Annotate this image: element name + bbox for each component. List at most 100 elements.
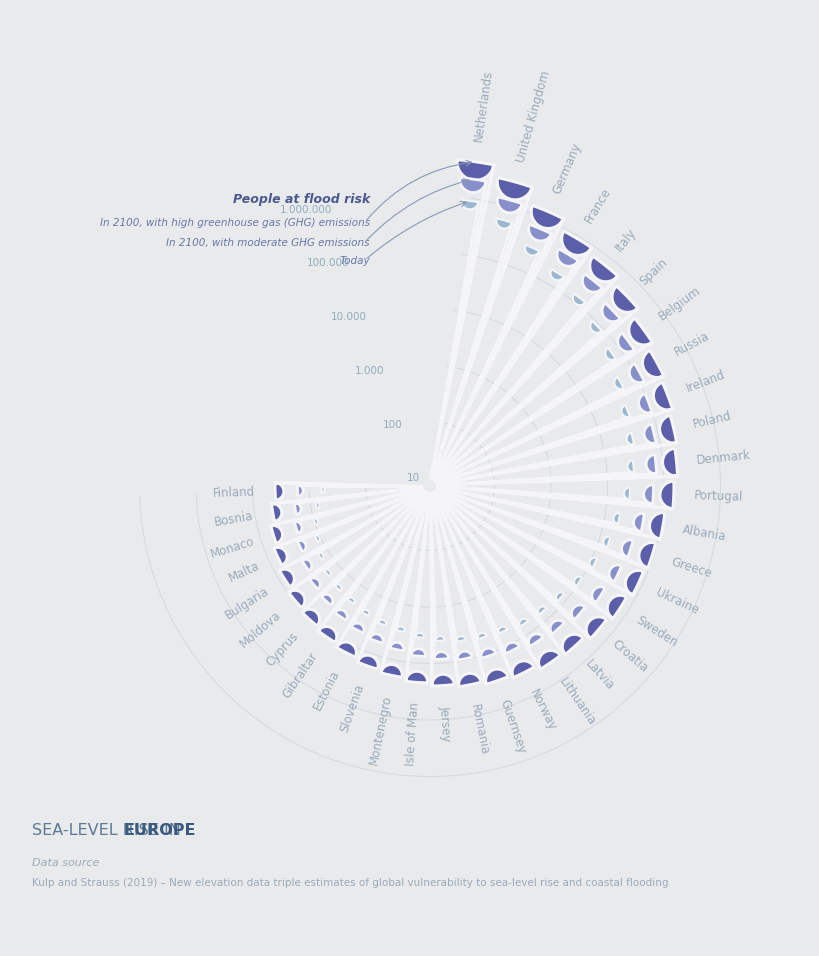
Polygon shape (431, 493, 472, 660)
Polygon shape (414, 494, 429, 638)
Polygon shape (434, 492, 543, 646)
Text: Albania: Albania (681, 523, 726, 543)
Text: Romania: Romania (467, 703, 490, 756)
Text: Lithuania: Lithuania (556, 675, 598, 728)
Polygon shape (437, 405, 629, 484)
Text: 1.000: 1.000 (355, 366, 384, 376)
Polygon shape (434, 491, 582, 655)
Polygon shape (288, 490, 423, 608)
Text: Latvia: Latvia (582, 657, 616, 692)
Text: Guernsey: Guernsey (497, 698, 527, 755)
Text: Germany: Germany (550, 141, 583, 196)
Polygon shape (434, 274, 602, 480)
Text: Italy: Italy (613, 226, 639, 254)
Text: Ukraine: Ukraine (653, 586, 699, 618)
Polygon shape (431, 494, 465, 641)
Polygon shape (351, 493, 426, 633)
Polygon shape (309, 490, 423, 590)
Polygon shape (435, 286, 637, 481)
Polygon shape (434, 293, 585, 480)
Polygon shape (436, 333, 634, 482)
Polygon shape (433, 231, 591, 479)
Text: Spain: Spain (636, 255, 669, 288)
Text: France: France (582, 185, 613, 226)
Polygon shape (437, 485, 653, 504)
Polygon shape (279, 489, 423, 587)
Polygon shape (396, 494, 428, 632)
Text: Monaco: Monaco (209, 534, 256, 560)
Text: Belgium: Belgium (655, 284, 702, 323)
Polygon shape (429, 494, 454, 686)
Text: Moldova: Moldova (238, 608, 283, 650)
Polygon shape (270, 488, 422, 544)
Text: Isle of Man: Isle of Man (404, 702, 421, 767)
Polygon shape (433, 249, 578, 479)
Polygon shape (357, 493, 428, 669)
Polygon shape (436, 491, 585, 619)
Polygon shape (318, 492, 425, 642)
Polygon shape (315, 488, 422, 509)
Polygon shape (432, 493, 534, 678)
Text: Slovenia: Slovenia (337, 683, 367, 734)
Polygon shape (431, 178, 532, 478)
Polygon shape (369, 493, 428, 643)
Text: 10: 10 (406, 473, 419, 484)
Text: EUROPE: EUROPE (124, 823, 197, 838)
Polygon shape (437, 460, 633, 486)
Text: Poland: Poland (691, 409, 732, 431)
Polygon shape (435, 490, 606, 639)
Polygon shape (313, 489, 422, 526)
Polygon shape (437, 454, 656, 486)
Text: Data source: Data source (32, 858, 99, 868)
Text: Cyprus: Cyprus (263, 630, 301, 669)
Polygon shape (432, 218, 512, 478)
Polygon shape (437, 489, 621, 582)
Polygon shape (430, 200, 477, 478)
Polygon shape (430, 160, 493, 478)
Text: In 2100, with moderate GHG emissions: In 2100, with moderate GHG emissions (166, 238, 369, 248)
Text: Kulp and Strauss (2019) – New elevation data triple estimates of global vulnerab: Kulp and Strauss (2019) – New elevation … (32, 878, 667, 888)
Polygon shape (321, 486, 422, 493)
Text: Bulgaria: Bulgaria (222, 584, 271, 621)
Text: Finland: Finland (212, 486, 255, 500)
Polygon shape (436, 489, 626, 619)
Polygon shape (436, 348, 615, 482)
Polygon shape (436, 490, 604, 603)
Polygon shape (321, 491, 424, 605)
Text: Jersey: Jersey (437, 706, 453, 742)
Polygon shape (437, 489, 609, 548)
Polygon shape (324, 491, 423, 576)
Polygon shape (436, 318, 652, 482)
Polygon shape (274, 489, 423, 565)
Polygon shape (437, 350, 663, 483)
Polygon shape (301, 491, 424, 626)
Polygon shape (271, 487, 422, 522)
Polygon shape (433, 493, 507, 634)
Polygon shape (336, 493, 426, 657)
Text: 100.000: 100.000 (307, 258, 349, 269)
Polygon shape (434, 256, 618, 480)
Polygon shape (297, 485, 422, 496)
Polygon shape (436, 490, 581, 586)
Text: 1.000.000: 1.000.000 (279, 205, 332, 215)
Polygon shape (435, 303, 620, 481)
Polygon shape (274, 483, 422, 500)
Polygon shape (433, 270, 563, 479)
Polygon shape (435, 491, 546, 615)
Polygon shape (435, 321, 601, 481)
Text: Russia: Russia (671, 330, 710, 359)
Text: People at flood risk: People at flood risk (233, 193, 369, 206)
Polygon shape (361, 493, 426, 616)
Polygon shape (437, 487, 664, 539)
Polygon shape (435, 491, 563, 634)
Polygon shape (334, 492, 425, 620)
Polygon shape (430, 494, 444, 641)
Text: In 2100, with high greenhouse gas (GHG) emissions: In 2100, with high greenhouse gas (GHG) … (100, 218, 369, 228)
Text: Greece: Greece (668, 555, 713, 580)
Polygon shape (410, 494, 429, 657)
Polygon shape (437, 377, 623, 483)
Polygon shape (294, 489, 422, 533)
Polygon shape (432, 245, 539, 479)
Text: Sweden: Sweden (632, 614, 679, 649)
Polygon shape (301, 490, 423, 571)
